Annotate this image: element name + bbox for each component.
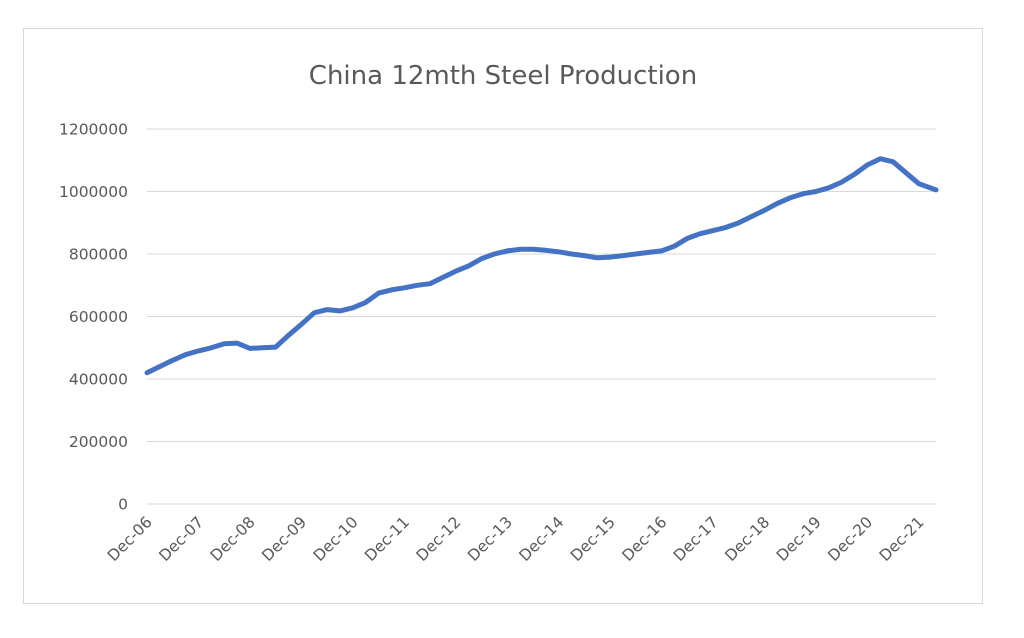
x-tick-label: Dec-06 <box>104 513 156 565</box>
x-tick-label: Dec-15 <box>567 513 619 565</box>
x-tick-label: Dec-11 <box>361 513 413 565</box>
x-tick-label: Dec-18 <box>721 513 773 565</box>
y-tick-label: 800000 <box>69 246 128 264</box>
x-tick-label: Dec-13 <box>464 513 516 565</box>
y-tick-label: 600000 <box>69 308 128 326</box>
x-tick-label: Dec-07 <box>155 513 207 565</box>
y-tick-label: 400000 <box>69 371 128 389</box>
y-tick-label: 0 <box>118 496 128 514</box>
x-tick-label: Dec-08 <box>207 513 259 565</box>
x-tick-label: Dec-14 <box>516 513 568 565</box>
y-axis-tick-labels: 0 200000 400000 600000 800000 1000000 1200000 <box>59 121 128 514</box>
series-layer <box>144 156 939 376</box>
y-tick-label: 1000000 <box>59 183 128 201</box>
x-tick-label: Dec-16 <box>619 513 671 565</box>
x-tick-label: Dec-10 <box>310 513 362 565</box>
y-tick-label: 200000 <box>69 433 128 451</box>
x-tick-label: Dec-09 <box>258 513 310 565</box>
x-tick-label: Dec-17 <box>670 513 722 565</box>
x-tick-label: Dec-20 <box>824 513 876 565</box>
series-line <box>144 156 939 376</box>
x-tick-label: Dec-21 <box>876 513 928 565</box>
y-tick-label: 1200000 <box>59 121 128 139</box>
chart-title: China 12mth Steel Production <box>309 61 697 91</box>
gridlines <box>147 128 936 505</box>
x-axis-tick-labels: Dec-06 Dec-07 Dec-08 Dec-09 Dec-10 Dec-11 Dec-… <box>104 513 928 565</box>
x-tick-label: Dec-12 <box>413 513 465 565</box>
x-tick-label: Dec-19 <box>773 513 825 565</box>
